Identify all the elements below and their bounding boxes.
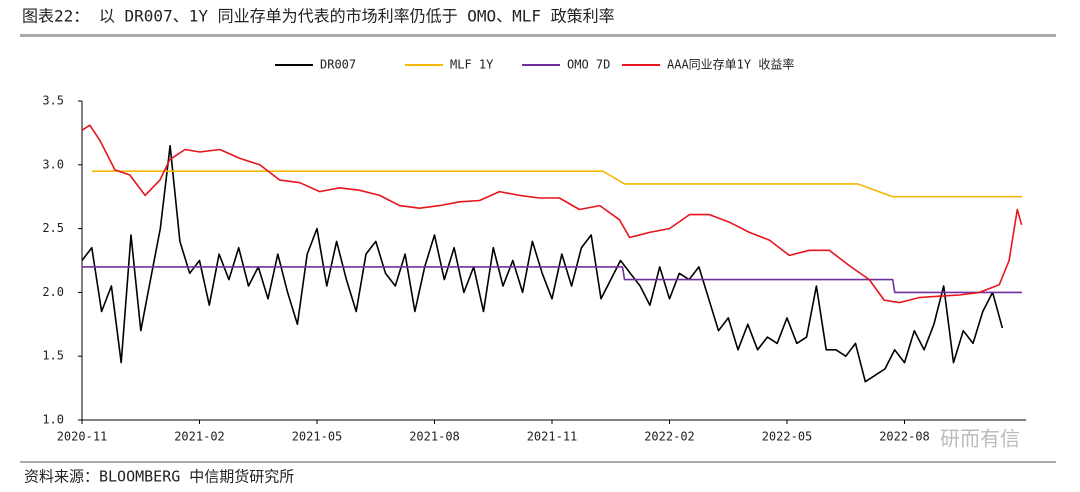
legend-label: OMO 7D — [567, 58, 610, 72]
y-tick-label: 2.0 — [42, 285, 64, 299]
legend-label: AAA同业存单1Y 收益率 — [667, 57, 794, 72]
footer-rule — [20, 461, 1056, 463]
x-tick-label: 2022-02 — [644, 430, 695, 444]
watermark: 研而有信 — [940, 427, 1020, 451]
x-tick-label: 2021-02 — [174, 430, 225, 444]
chart-title: 图表22： 以 DR007、1Y 同业存单为代表的市场利率仍低于 OMO、MLF… — [22, 7, 615, 26]
title-rule — [20, 34, 1056, 37]
y-tick-label: 3.5 — [42, 94, 64, 108]
x-tick-label: 2022-05 — [762, 430, 813, 444]
x-tick-label: 2022-08 — [879, 430, 930, 444]
y-tick-label: 3.0 — [42, 157, 64, 171]
y-tick-label: 2.5 — [42, 221, 64, 235]
legend-label: MLF 1Y — [450, 58, 494, 72]
x-tick-label: 2020-11 — [57, 430, 108, 444]
series-line — [81, 124, 1023, 304]
series-line — [92, 170, 1022, 198]
y-tick-label: 1.5 — [42, 349, 64, 363]
source-note: 资料来源：BLOOMBERG 中信期货研究所 — [24, 468, 294, 486]
legend-label: DR007 — [320, 58, 356, 72]
series-line — [82, 266, 1022, 294]
x-tick-label: 2021-11 — [527, 430, 578, 444]
y-tick-label: 1.0 — [42, 413, 64, 427]
series-line — [81, 144, 1004, 383]
x-tick-label: 2021-05 — [292, 430, 343, 444]
x-tick-label: 2021-08 — [409, 430, 460, 444]
